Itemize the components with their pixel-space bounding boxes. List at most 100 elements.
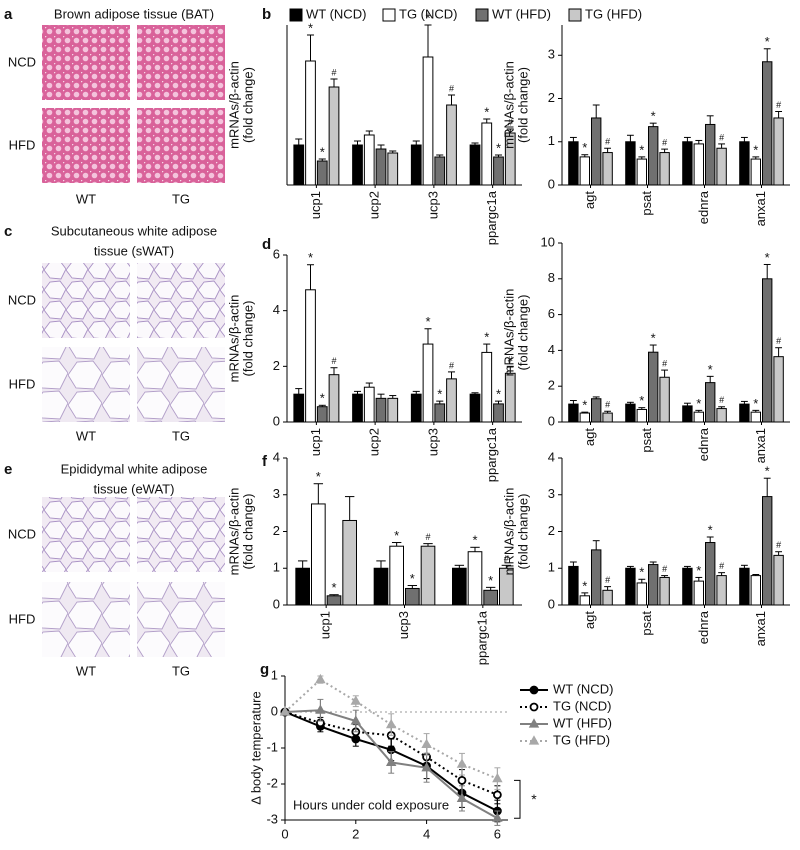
legend-label: WT (NCD) — [553, 681, 613, 696]
histology-image — [42, 108, 130, 183]
significance-mark: # — [331, 67, 336, 77]
bar — [762, 496, 773, 606]
row-label: HFD — [9, 376, 36, 391]
point — [385, 718, 397, 729]
x-tick-label: ucp1 — [308, 428, 323, 456]
bar — [375, 148, 387, 186]
bar — [750, 575, 761, 606]
col-label: WT — [76, 191, 96, 206]
y-tick-label: 6 — [548, 306, 555, 321]
bar — [602, 412, 613, 423]
significance-mark: # — [776, 336, 781, 346]
y-axis-label: Δ body temperature — [248, 691, 263, 804]
bar — [716, 408, 727, 423]
x-tick-label: ppargc1a — [474, 610, 489, 665]
significance-mark: * — [331, 580, 336, 595]
significance-mark: * — [496, 387, 501, 402]
bar — [446, 104, 457, 186]
bar — [682, 405, 693, 423]
significance-mark: * — [308, 20, 313, 35]
legend-label: WT (NCD) — [306, 6, 366, 21]
bar — [328, 86, 340, 186]
y-tick-label: 3 — [273, 486, 280, 501]
significance-mark: * — [425, 314, 430, 329]
y-tick-label: 2 — [548, 523, 555, 538]
bar — [452, 567, 467, 606]
col-label: WT — [76, 663, 96, 678]
y-axis-label: (fold change) — [240, 301, 255, 377]
significance-mark: * — [320, 391, 325, 406]
bar — [705, 542, 716, 606]
legend-label: TG (NCD) — [553, 698, 612, 713]
x-tick-label: 4 — [423, 826, 430, 841]
y-tick-label: 4 — [273, 302, 280, 317]
y-axis-label: (fold change) — [240, 494, 255, 570]
legend-label: TG (NCD) — [399, 6, 458, 21]
bar — [625, 403, 636, 423]
y-tick-label: 4 — [548, 449, 555, 464]
bar — [693, 411, 704, 423]
point — [385, 756, 397, 766]
x-tick-label: anxa1 — [753, 191, 768, 226]
legend-label: WT (HFD) — [553, 715, 612, 730]
histology-image — [42, 497, 130, 572]
point — [492, 812, 503, 822]
x-tick-label: psat — [639, 428, 654, 453]
y-tick-label: 3 — [548, 47, 555, 62]
significance-mark: * — [651, 109, 656, 124]
bar — [469, 393, 481, 423]
bar — [579, 412, 590, 423]
bar — [483, 589, 499, 606]
histology-image — [42, 25, 130, 100]
y-tick-label: 0 — [271, 703, 278, 718]
bar — [434, 403, 446, 423]
y-tick-label: -2 — [266, 775, 278, 790]
bar — [467, 551, 483, 606]
bar — [568, 141, 579, 186]
significance-mark: # — [719, 395, 724, 405]
bar — [739, 567, 750, 606]
legend-swatch — [475, 8, 489, 22]
significance-mark: * — [708, 362, 713, 377]
y-tick-label: -1 — [266, 739, 278, 754]
y-tick-label: 1 — [273, 560, 280, 575]
point — [421, 738, 432, 748]
bar — [773, 554, 784, 606]
y-axis-label: (fold change) — [515, 295, 530, 371]
x-tick-label: ucp1 — [318, 611, 333, 639]
x-tick-label: ednra — [696, 427, 711, 461]
x-tick-label: ucp1 — [308, 191, 323, 219]
bar — [293, 393, 305, 423]
x-tick-label: agt — [582, 191, 597, 209]
significance-mark: # — [719, 132, 724, 142]
x-tick-label: ednra — [696, 190, 711, 224]
bar — [493, 156, 504, 186]
bar — [602, 152, 613, 186]
y-tick-label: 6 — [273, 246, 280, 261]
point — [456, 792, 468, 802]
y-tick-label: 2 — [273, 523, 280, 538]
panel-letter: a — [4, 6, 13, 23]
y-tick-label: 0 — [548, 596, 555, 611]
y-axis-label: (fold change) — [515, 67, 530, 143]
point — [279, 706, 291, 716]
bar — [705, 382, 716, 423]
bar — [387, 397, 399, 423]
bar — [579, 595, 590, 606]
bar — [659, 376, 670, 423]
point — [315, 704, 326, 714]
x-tick-label: agt — [582, 611, 597, 629]
panel-letter: c — [4, 223, 12, 240]
significance-mark: # — [331, 356, 336, 366]
x-tick-label: ppargc1a — [484, 427, 499, 482]
y-axis-label: (fold change) — [240, 67, 255, 143]
point — [492, 790, 502, 800]
bar — [648, 126, 659, 186]
significance-mark: # — [662, 358, 667, 368]
bar — [568, 403, 579, 423]
bar — [773, 356, 784, 423]
bar — [469, 144, 481, 186]
bar — [481, 351, 493, 423]
bar — [750, 158, 761, 186]
significance-mark: # — [504, 554, 509, 564]
